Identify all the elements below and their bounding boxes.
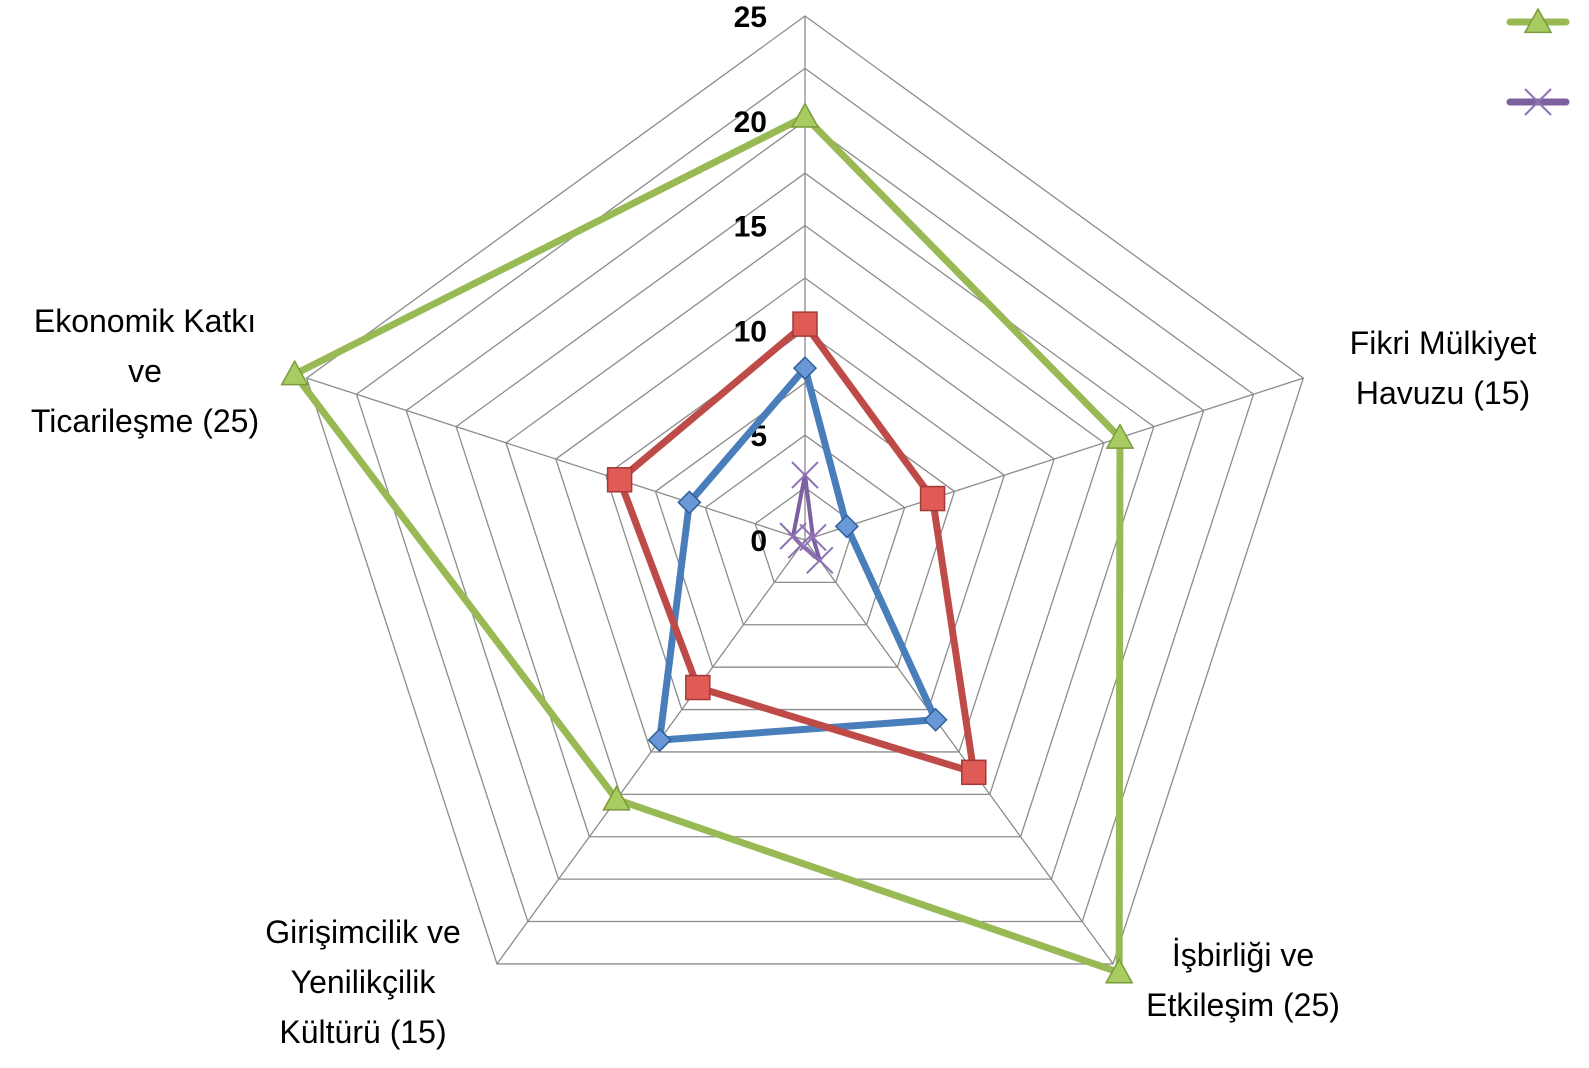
legend-entry bbox=[1506, 7, 1570, 34]
series-3 bbox=[779, 461, 834, 575]
series-line bbox=[656, 364, 940, 744]
data-point bbox=[834, 514, 859, 539]
data-point bbox=[280, 359, 309, 386]
legend-marker bbox=[1524, 88, 1552, 116]
axis-label-isbirligi: İşbirliği ve Etkileşim (25) bbox=[1146, 937, 1340, 1023]
data-point bbox=[806, 546, 834, 575]
data-point bbox=[1105, 423, 1135, 449]
grid-ring bbox=[355, 67, 1255, 923]
marker-stroke bbox=[1524, 88, 1552, 116]
data-point bbox=[792, 311, 818, 337]
grid-ring bbox=[305, 15, 1305, 965]
grid-ring bbox=[455, 172, 1155, 838]
grid-spoke bbox=[804, 377, 1304, 541]
tick-label: 0 bbox=[750, 525, 767, 558]
legend-entry bbox=[1506, 88, 1570, 116]
grid-spoke bbox=[496, 539, 806, 965]
series-1 bbox=[606, 311, 987, 786]
legend bbox=[1506, 7, 1570, 116]
series-2 bbox=[280, 102, 1135, 984]
radar-grid bbox=[305, 15, 1305, 965]
data-point bbox=[677, 490, 702, 515]
legend-marker bbox=[1523, 7, 1553, 34]
series-0 bbox=[647, 356, 948, 753]
grid-spoke bbox=[804, 539, 1114, 965]
data-point bbox=[919, 485, 946, 512]
marker-stroke bbox=[791, 461, 819, 489]
tick-label: 10 bbox=[734, 315, 767, 348]
grid-ring bbox=[704, 434, 906, 626]
grid-ring bbox=[555, 277, 1055, 753]
series-line bbox=[291, 113, 1124, 976]
data-point bbox=[685, 674, 711, 701]
data-point bbox=[791, 461, 819, 489]
data-point bbox=[961, 759, 987, 786]
tick-label: 20 bbox=[734, 106, 767, 139]
grid-ring bbox=[505, 224, 1105, 796]
grid-spoke bbox=[306, 377, 806, 541]
marker-stroke bbox=[806, 546, 834, 575]
marker-stroke bbox=[779, 522, 807, 550]
grid-ring bbox=[405, 119, 1205, 880]
tick-label: 25 bbox=[734, 1, 767, 34]
data-point bbox=[647, 728, 672, 753]
series-line bbox=[616, 320, 978, 776]
axis-label-girisimcilik: Girişimcilik ve Yenilikçilik Kültürü (15… bbox=[265, 914, 461, 1050]
axis-label-fikri-mulkiyet: Fikri Mülkiyet Havuzu (15) bbox=[1349, 325, 1537, 411]
data-point bbox=[1104, 957, 1134, 984]
grid-ring bbox=[654, 381, 956, 668]
data-point bbox=[606, 467, 633, 493]
data-point bbox=[923, 707, 948, 732]
axis-label-ekonomik-katki: Ekonomik Katkı ve Ticarileşme (25) bbox=[30, 303, 260, 439]
series-line bbox=[791, 473, 822, 563]
grid-ring bbox=[604, 329, 1006, 711]
data-point bbox=[602, 784, 631, 811]
data-point bbox=[790, 102, 820, 128]
tick-label: 15 bbox=[734, 211, 767, 244]
data-point bbox=[792, 356, 818, 381]
data-series bbox=[280, 102, 1135, 984]
data-point bbox=[779, 522, 807, 550]
